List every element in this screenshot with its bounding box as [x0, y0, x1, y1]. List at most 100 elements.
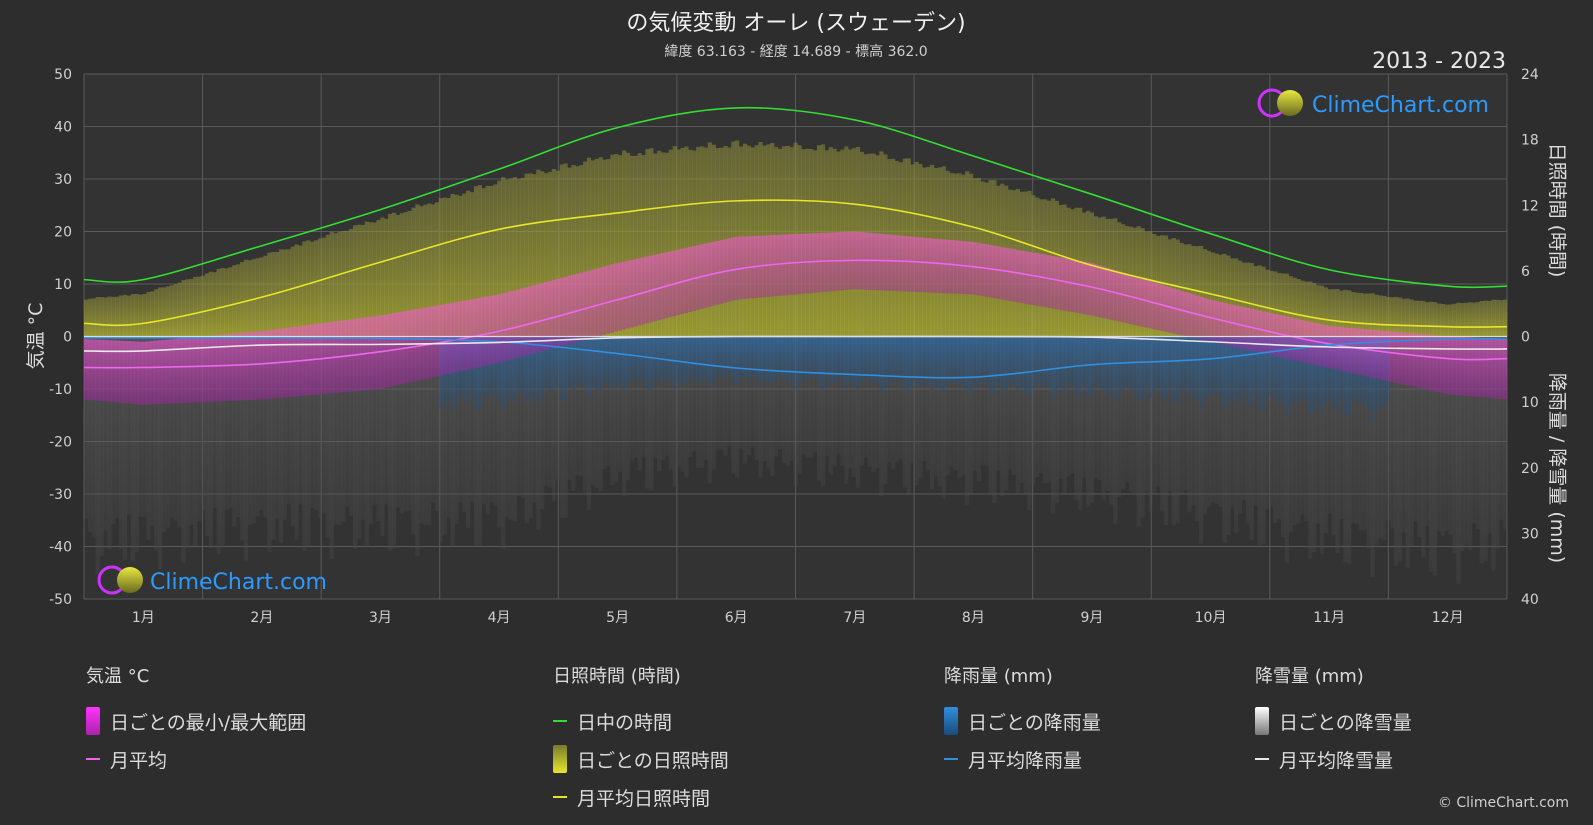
- daily-temp-range-bar: [1308, 321, 1313, 364]
- daily-snow-bar: [1265, 336, 1270, 510]
- legend-temperature: 気温 °C 日ごとの最小/最大範囲 月平均: [86, 662, 306, 778]
- y-tick-label-left: -50: [49, 592, 72, 608]
- daily-temp-range-bar: [762, 235, 767, 298]
- daily-sunshine-bar: [657, 150, 662, 337]
- daily-sunshine-bar: [1323, 287, 1328, 337]
- daily-snow-bar: [185, 336, 190, 548]
- daily-temp-range-bar: [922, 237, 927, 293]
- daily-snow-bar: [1421, 336, 1426, 558]
- daily-sunshine-bar: [1468, 302, 1473, 337]
- daily-sunshine-bar: [1448, 304, 1453, 337]
- daily-rain-bar: [1331, 336, 1336, 406]
- daily-temp-range-bar: [1413, 333, 1418, 388]
- daily-snow-bar: [360, 336, 366, 520]
- daily-snow-bar: [926, 336, 931, 471]
- daily-sunshine-bar: [653, 153, 658, 337]
- daily-snow-bar: [762, 336, 767, 462]
- daily-temp-range-bar: [735, 236, 740, 300]
- daily-sunshine-bar: [1464, 302, 1469, 337]
- daily-rain-bar: [941, 336, 946, 394]
- daily-rain-bar: [766, 336, 771, 383]
- daily-temp-range-bar: [801, 233, 806, 294]
- daily-sunshine-bar: [314, 240, 319, 337]
- daily-snow-bar: [1460, 336, 1465, 551]
- daily-sunshine-bar: [505, 179, 510, 337]
- daily-temp-range-bar: [1191, 294, 1196, 338]
- daily-temp-range-bar: [824, 232, 829, 292]
- daily-rain-bar: [715, 336, 720, 377]
- daily-temp-range-bar: [1276, 314, 1282, 357]
- daily-rain-bar: [1171, 336, 1176, 403]
- daily-sunshine-bar: [1183, 244, 1188, 337]
- daily-sunshine-bar: [1222, 253, 1227, 337]
- y-tick-label-right-bottom: 40: [1521, 592, 1539, 608]
- daily-sunshine-bar: [1362, 293, 1367, 337]
- daily-snow-bar: [657, 336, 662, 472]
- x-tick-label: 4月: [488, 610, 511, 626]
- daily-sunshine-bar: [87, 298, 93, 337]
- daily-rain-bar: [781, 336, 787, 381]
- daily-rain-bar: [1058, 336, 1063, 387]
- daily-rain-bar: [1136, 336, 1141, 404]
- daily-snow-bar: [914, 336, 919, 486]
- daily-rain-bar: [1199, 336, 1204, 410]
- daily-rain-bar: [738, 336, 744, 376]
- daily-temp-range-bar: [583, 271, 588, 340]
- daily-snow-bar: [1031, 336, 1036, 485]
- daily-temp-range-bar: [918, 237, 923, 293]
- daily-rain-bar: [1027, 336, 1032, 398]
- daily-snow-bar: [138, 336, 143, 517]
- daily-snow-bar: [119, 336, 124, 550]
- daily-temp-range-bar: [1113, 270, 1118, 321]
- daily-rain-bar: [1265, 336, 1270, 397]
- daily-temp-range-bar: [622, 261, 627, 330]
- legend-sunshine-avg-label: 月平均日照時間: [577, 787, 711, 810]
- y-tick-label-left: 50: [54, 67, 72, 83]
- daily-temp-range-bar: [1093, 264, 1098, 317]
- daily-sunshine-bar: [236, 264, 241, 337]
- daily-snow-bar: [1405, 336, 1410, 568]
- daily-sunshine-bar: [645, 149, 650, 337]
- daily-snow-bar: [1043, 336, 1048, 484]
- daily-snow-bar: [473, 336, 479, 547]
- daily-snow-bar: [996, 336, 1001, 471]
- daily-snow-bar: [1152, 336, 1157, 494]
- daily-snow-bar: [368, 336, 373, 524]
- daily-temp-range-bar: [1171, 288, 1176, 334]
- daily-rain-bar: [1304, 336, 1309, 402]
- daily-rain-bar: [1109, 336, 1114, 396]
- daily-snow-bar: [1062, 336, 1067, 494]
- daily-snow-bar: [1276, 336, 1282, 520]
- daily-snow-bar: [524, 336, 529, 524]
- daily-sunshine-bar: [438, 198, 443, 337]
- daily-sunshine-bar: [1284, 273, 1289, 337]
- daily-temp-range-bar: [1234, 305, 1239, 348]
- daily-snow-bar: [247, 336, 252, 525]
- daily-rain-bar: [1296, 336, 1301, 402]
- daily-rain-bar: [980, 336, 985, 382]
- daily-temp-range-bar: [1358, 328, 1364, 376]
- legend-daily-snow: 日ごとの降雪量: [1255, 702, 1412, 740]
- daily-temp-range-bar: [1230, 304, 1235, 347]
- daily-snow-bar: [551, 336, 557, 502]
- daily-rain-bar: [1113, 336, 1118, 403]
- daily-sunshine-bar: [707, 142, 712, 337]
- daily-temp-range-bar: [816, 233, 822, 293]
- daily-rain-bar: [707, 336, 712, 388]
- daily-rain-bar: [1093, 336, 1098, 387]
- daily-temp-range-bar: [173, 338, 178, 404]
- daily-snow-bar: [766, 336, 771, 468]
- daily-sunshine-bar: [220, 267, 225, 337]
- daily-snow-bar: [536, 336, 541, 530]
- legend-daily-sunshine-label: 日ごとの日照時間: [577, 749, 729, 772]
- daily-snow-bar: [1288, 336, 1293, 532]
- daily-temp-range-bar: [972, 242, 978, 295]
- daily-temp-range-bar: [606, 265, 611, 334]
- daily-temp-range-bar: [1140, 278, 1145, 327]
- y-tick-label-right-top: 24: [1521, 67, 1539, 83]
- daily-rain-bar: [1187, 336, 1192, 399]
- daily-sunshine-bar: [711, 144, 716, 337]
- daily-rain-bar: [657, 336, 662, 384]
- daily-sunshine-bar: [606, 159, 611, 337]
- daily-temp-range-bar: [945, 239, 950, 294]
